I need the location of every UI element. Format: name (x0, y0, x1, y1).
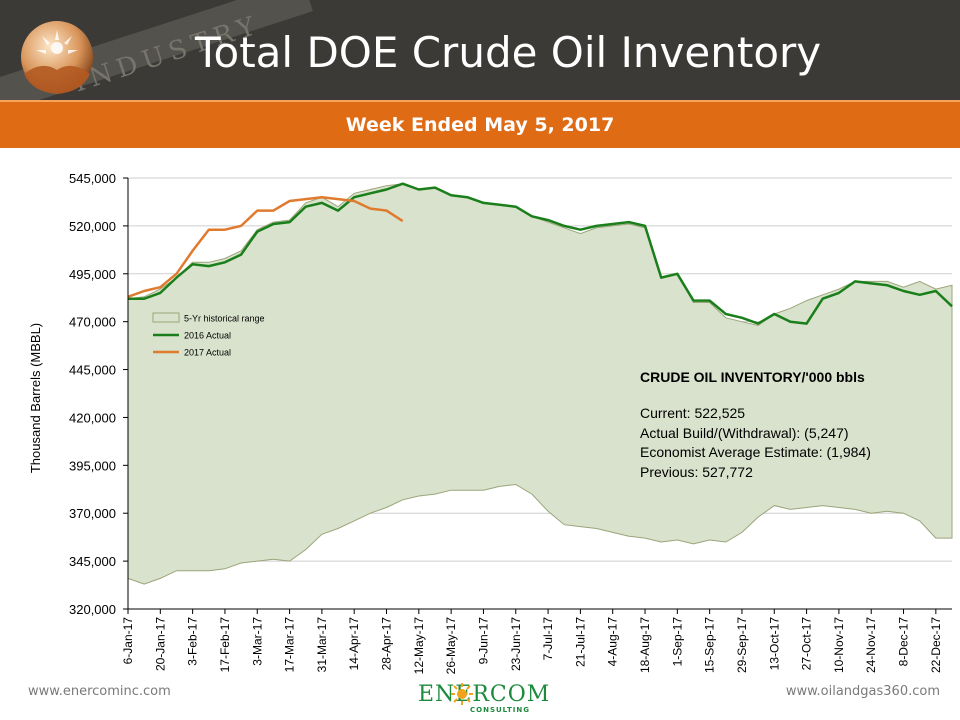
page-subtitle: Week Ended May 5, 2017 (345, 114, 615, 136)
legend-label: 5-Yr historical range (184, 314, 265, 324)
header-banner: INDUSTRY Total DOE Crude Oil Inventory (0, 0, 960, 100)
x-tick-label: 1-Sep-17 (670, 617, 684, 667)
x-tick-label: 14-Apr-17 (347, 617, 361, 671)
y-tick-label: 545,000 (69, 171, 116, 186)
chart-legend: 5-Yr historical range 2016 Actual 2017 Act… (152, 312, 265, 358)
info-previous: Previous: 527,772 (640, 464, 753, 480)
x-tick-label: 31-Mar-17 (315, 617, 329, 673)
x-tick-label: 3-Feb-17 (186, 617, 200, 666)
y-tick-label: 320,000 (69, 602, 116, 617)
x-axis: 6-Jan-17 20-Jan-17 3-Feb-17 17-Feb-17 3-Mar-… (121, 608, 952, 675)
enercom-logo-subtext: CONSULTING (470, 706, 530, 714)
x-tick-label: 26-May-17 (444, 617, 458, 675)
y-tick-label: 420,000 (69, 410, 116, 425)
page-title: Total DOE Crude Oil Inventory (195, 28, 822, 77)
footer-right-link[interactable]: www.oilandgas360.com (785, 684, 940, 699)
x-tick-label: 23-Jun-17 (509, 617, 523, 671)
x-tick-label: 3-Mar-17 (250, 617, 264, 666)
x-tick-label: 21-Jul-17 (573, 617, 587, 667)
info-actual-build: Actual Build/(Withdrawal): (5,247) (640, 425, 849, 441)
x-tick-label: 12-May-17 (412, 617, 426, 675)
legend-label: 2017 Actual (184, 348, 231, 358)
x-tick-label: 18-Aug-17 (638, 617, 652, 673)
x-tick-label: 27-Oct-17 (800, 617, 814, 671)
inventory-chart: 320,000 345,000 370,000 395,000 420,000 445,0… (28, 171, 953, 675)
enercom-logo-text: ENERCOM (418, 682, 551, 707)
y-tick-label: 445,000 (69, 363, 116, 378)
x-tick-label: 28-Apr-17 (380, 617, 394, 671)
x-tick-label: 4-Aug-17 (606, 617, 620, 667)
x-tick-label: 8-Dec-17 (897, 617, 911, 667)
x-tick-label: 22-Dec-17 (929, 617, 943, 673)
x-tick-label: 15-Sep-17 (703, 617, 717, 673)
x-tick-label: 13-Oct-17 (767, 617, 781, 671)
y-axis-label: Thousand Barrels (MBBL) (28, 323, 43, 473)
footer-left-link[interactable]: www.enercominc.com (28, 684, 171, 699)
x-tick-label: 7-Jul-17 (541, 617, 555, 661)
info-economist-estimate: Economist Average Estimate: (1,984) (640, 444, 871, 460)
y-tick-label: 495,000 (69, 267, 116, 282)
x-tick-label: 6-Jan-17 (121, 617, 135, 665)
sun-icon (451, 683, 473, 705)
y-tick-label: 470,000 (69, 315, 116, 330)
inventory-info-box: CRUDE OIL INVENTORY/'000 bbls Current: 5… (640, 369, 871, 480)
x-tick-label: 24-Nov-17 (864, 617, 878, 673)
y-tick-label: 345,000 (69, 554, 116, 569)
enercom-logo: ENERCOM CONSULTING (408, 680, 558, 720)
info-box-heading: CRUDE OIL INVENTORY/'000 bbls (640, 369, 865, 385)
x-tick-label: 17-Feb-17 (218, 617, 232, 673)
y-tick-label: 520,000 (69, 219, 116, 234)
x-tick-label: 29-Sep-17 (735, 617, 749, 673)
x-tick-label: 17-Mar-17 (283, 617, 297, 673)
info-current: Current: 522,525 (640, 405, 745, 421)
series-2016-line (128, 182, 953, 325)
x-tick-label: 20-Jan-17 (153, 617, 167, 671)
x-tick-label: 10-Nov-17 (832, 617, 846, 673)
subtitle-banner (0, 100, 960, 148)
chart-plot-area (127, 182, 953, 585)
company-logo-icon (21, 21, 93, 94)
x-tick-label: 9-Jun-17 (477, 617, 491, 665)
series-2017-line (127, 195, 404, 298)
y-tick-label: 370,000 (69, 506, 116, 521)
legend-label: 2016 Actual (184, 331, 231, 341)
legend-swatch (152, 312, 180, 323)
y-tick-label: 395,000 (69, 458, 116, 473)
y-axis: 320,000 345,000 370,000 395,000 420,000 445,0… (69, 171, 129, 617)
